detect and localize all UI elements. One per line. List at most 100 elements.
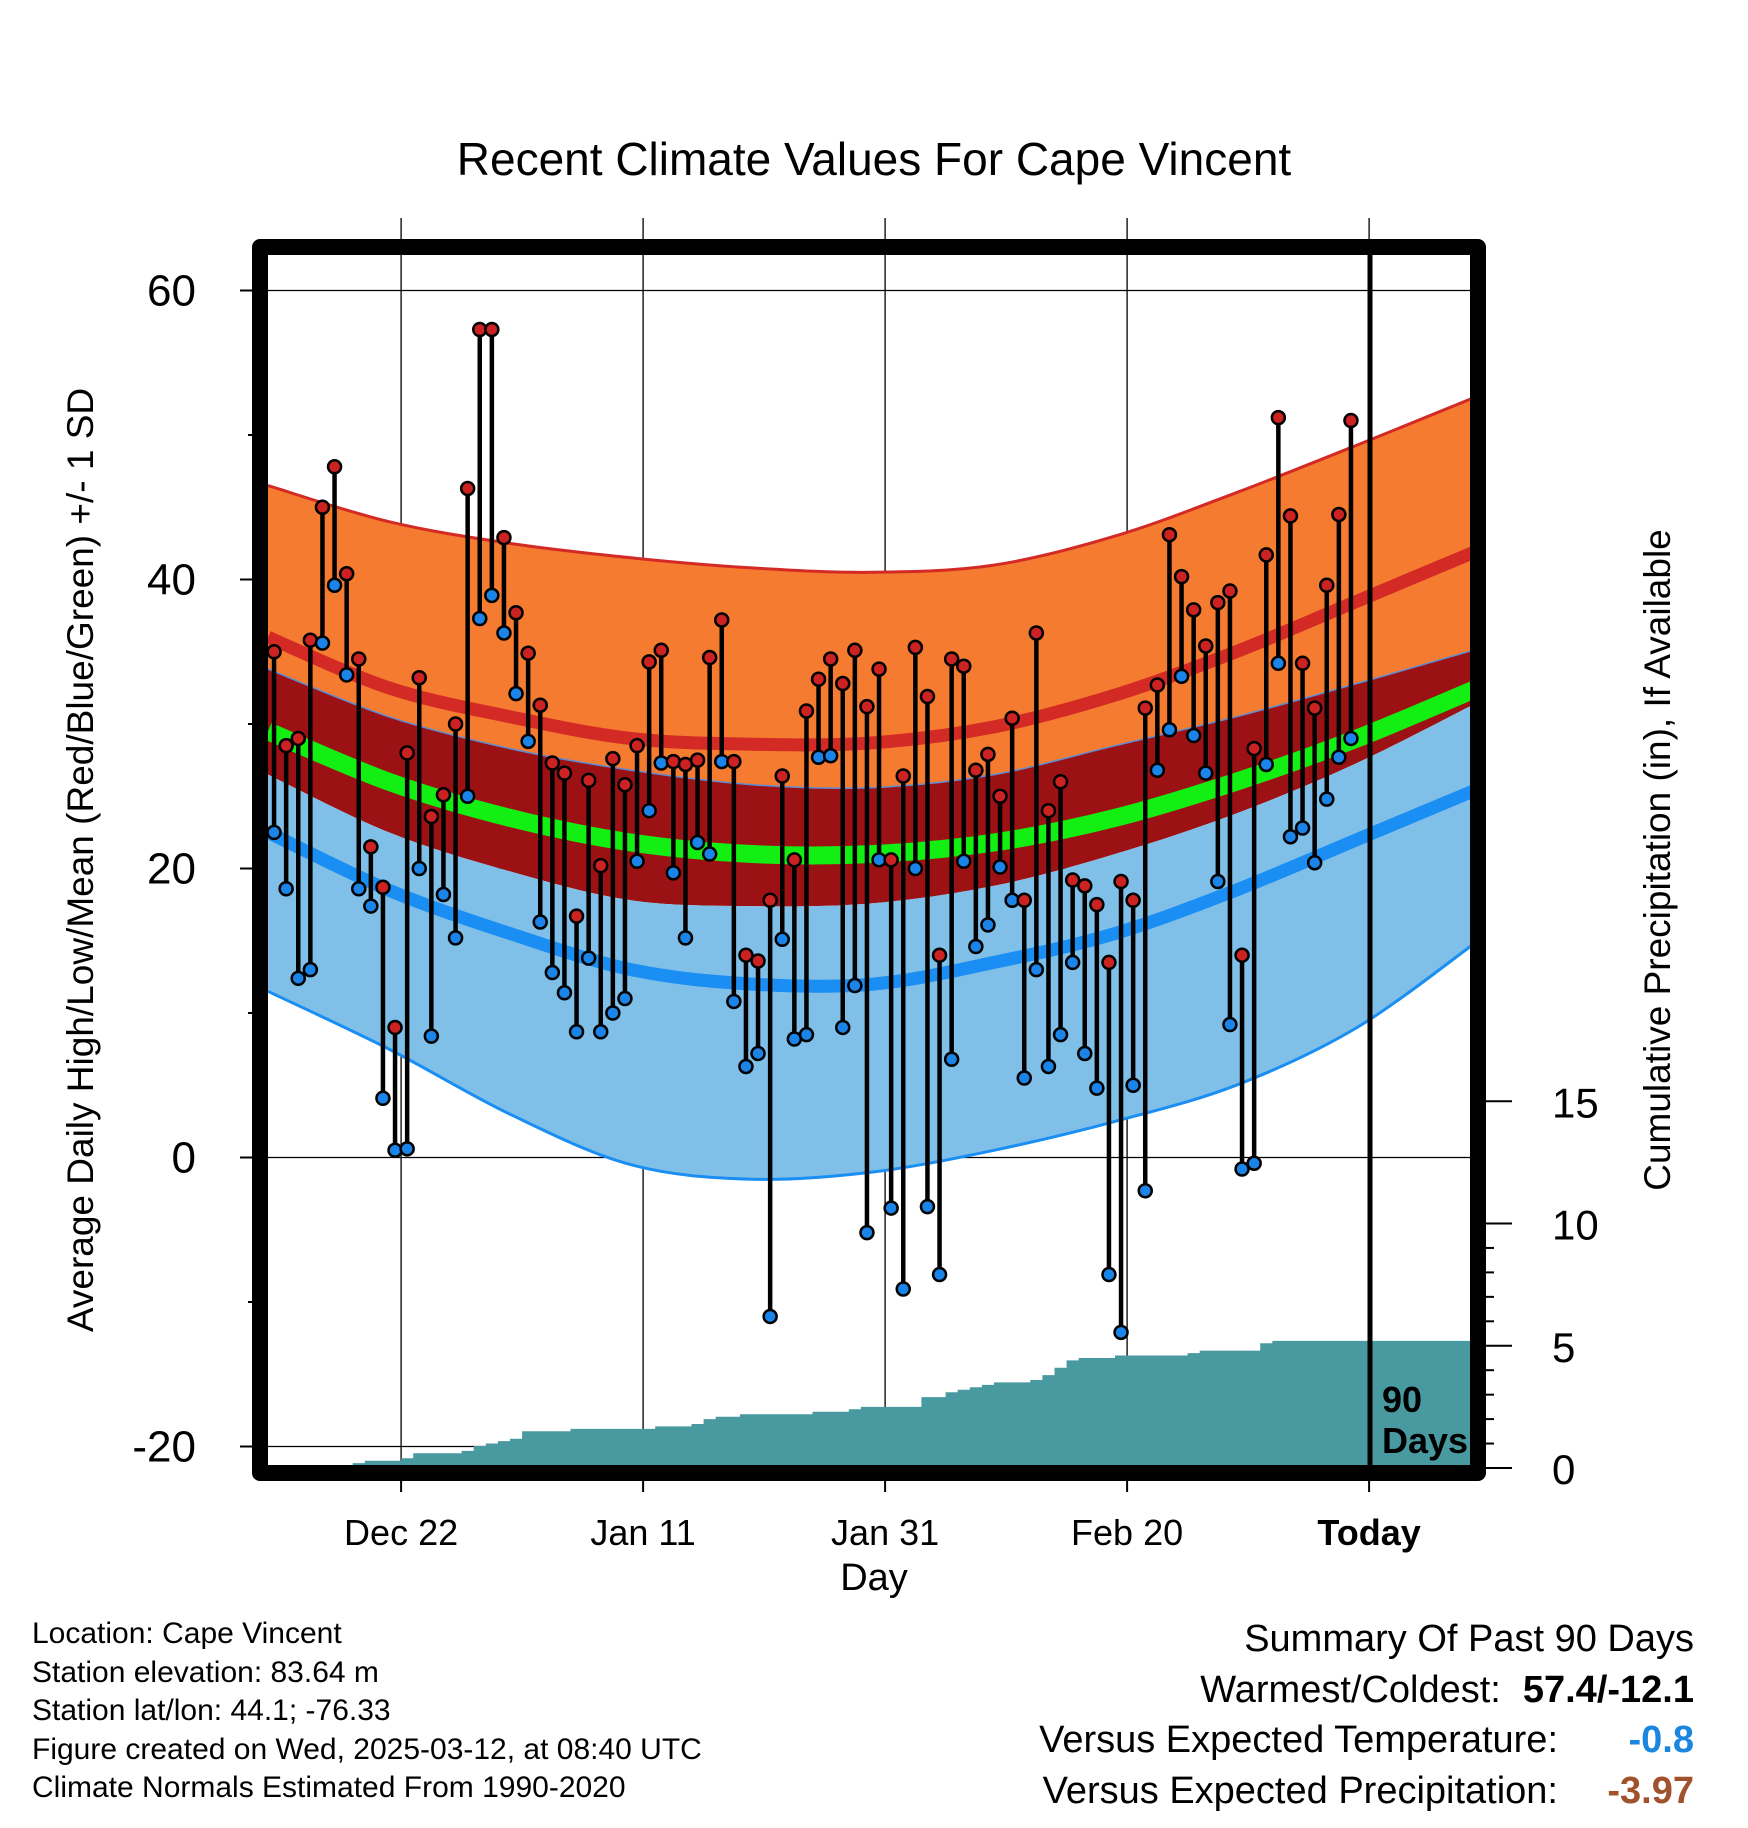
low-temp-point	[1064, 954, 1081, 971]
low-temp-point	[919, 1198, 936, 1215]
high-temp-point	[605, 750, 621, 767]
summary-temp: Versus Expected Temperature: -0.8	[794, 1715, 1694, 1766]
low-temp-point	[556, 985, 573, 1001]
low-temp-point	[1306, 854, 1323, 871]
low-temp-point	[835, 1019, 851, 1036]
low-temp-point	[1234, 1161, 1250, 1177]
x-tick-label: Feb 20	[1071, 1512, 1183, 1553]
low-temp-point	[859, 1224, 875, 1241]
high-temp-point	[568, 908, 585, 924]
low-temp-point	[1089, 1080, 1105, 1096]
window-label-number: 90	[1382, 1379, 1422, 1420]
high-temp-point	[919, 688, 936, 705]
low-temp-point	[278, 880, 294, 897]
y-left-tick-label: 0	[172, 1134, 196, 1183]
high-temp-point	[459, 480, 476, 497]
high-temp-point	[314, 499, 331, 515]
high-temp-point	[1210, 594, 1226, 611]
high-temp-point	[1185, 602, 1202, 618]
x-tick-label: Dec 22	[344, 1512, 458, 1553]
low-temp-point	[822, 748, 839, 764]
low-temp-point	[750, 1045, 766, 1062]
low-temp-point	[351, 880, 367, 897]
low-temp-point	[629, 853, 645, 870]
low-temp-point	[1319, 791, 1335, 807]
low-temp-point	[1052, 1026, 1069, 1043]
high-temp-point	[423, 808, 440, 825]
high-temp-point	[1173, 568, 1190, 585]
high-temp-point	[859, 698, 875, 715]
high-temp-point	[883, 852, 899, 868]
high-temp-point	[532, 697, 548, 713]
low-temp-point	[423, 1028, 440, 1044]
low-temp-point	[1137, 1182, 1153, 1199]
low-temp-point	[689, 834, 706, 851]
low-temp-point	[1185, 727, 1202, 744]
low-temp-point	[399, 1141, 415, 1157]
high-temp-point	[1089, 896, 1105, 913]
high-temp-point	[496, 529, 512, 546]
high-temp-point	[520, 645, 536, 661]
y-left-tick-label: 20	[147, 845, 196, 894]
high-temp-point	[750, 953, 766, 969]
low-temp-point	[677, 930, 694, 946]
low-temp-point	[774, 931, 790, 948]
high-temp-point	[484, 321, 500, 338]
y-right-tick-label: 5	[1552, 1324, 1575, 1371]
low-temp-point	[338, 667, 355, 683]
high-temp-point	[1343, 412, 1359, 429]
high-temp-point	[1137, 700, 1153, 716]
low-temp-point	[1198, 765, 1214, 781]
low-temp-point	[1343, 730, 1359, 747]
low-temp-point	[1210, 873, 1226, 890]
high-temp-point	[1198, 638, 1214, 654]
summary-warmest-coldest: Warmest/Coldest: 57.4/-12.1	[794, 1665, 1694, 1716]
low-temp-point	[895, 1281, 911, 1297]
low-temp-point	[508, 685, 524, 702]
info-location: Location: Cape Vincent	[32, 1617, 342, 1650]
low-temp-point	[472, 610, 488, 627]
low-temp-point	[447, 930, 464, 946]
info-normals: Climate Normals Estimated From 1990-2020	[32, 1771, 626, 1804]
high-temp-point	[1282, 508, 1299, 524]
high-temp-point	[629, 737, 645, 754]
high-temp-point	[1270, 409, 1287, 426]
y-left-tick-label: 40	[147, 556, 196, 605]
high-temp-point	[895, 768, 911, 784]
normals-bands	[264, 395, 1475, 1181]
low-temp-point	[435, 886, 452, 903]
high-temp-point	[968, 762, 984, 778]
low-temp-point	[544, 964, 561, 981]
high-temp-point	[1040, 802, 1057, 819]
low-temp-point	[266, 824, 282, 841]
high-temp-point	[653, 642, 669, 659]
high-temp-point	[435, 787, 452, 803]
high-mean-line	[265, 544, 1475, 752]
low-temp-point	[847, 977, 863, 994]
high-temp-point	[363, 839, 379, 855]
low-temp-point	[1294, 820, 1311, 836]
low-temp-point	[326, 577, 343, 594]
high-sd-band	[268, 397, 1475, 789]
low-temp-point	[532, 914, 548, 930]
high-temp-point	[544, 755, 561, 771]
y-axis-left-label: Average Daily High/Low/Mean (Red/Blue/Gr…	[60, 388, 101, 1332]
high-temp-point	[810, 671, 827, 687]
high-temp-point	[1222, 583, 1238, 599]
high-temp-point	[278, 737, 294, 754]
high-temp-point	[290, 730, 306, 747]
low-temp-point	[931, 1266, 948, 1283]
low-temp-point	[943, 1051, 960, 1067]
low-temp-point	[883, 1200, 899, 1216]
high-temp-point	[822, 651, 839, 667]
low-temp-point	[1016, 1070, 1032, 1086]
temp-departure-label: Versus Expected Temperature:	[1039, 1719, 1558, 1761]
low-temp-point	[1282, 828, 1299, 845]
low-temp-point	[980, 917, 996, 933]
summary-panel: Summary Of Past 90 Days Warmest/Coldest:…	[794, 1614, 1694, 1816]
station-info: Location: Cape Vincent Station elevation…	[32, 1615, 702, 1808]
high-temp-point	[447, 716, 464, 732]
y-left-tick-label: 60	[147, 267, 196, 316]
high-temp-point	[738, 947, 754, 963]
low-temp-point	[1040, 1058, 1057, 1075]
